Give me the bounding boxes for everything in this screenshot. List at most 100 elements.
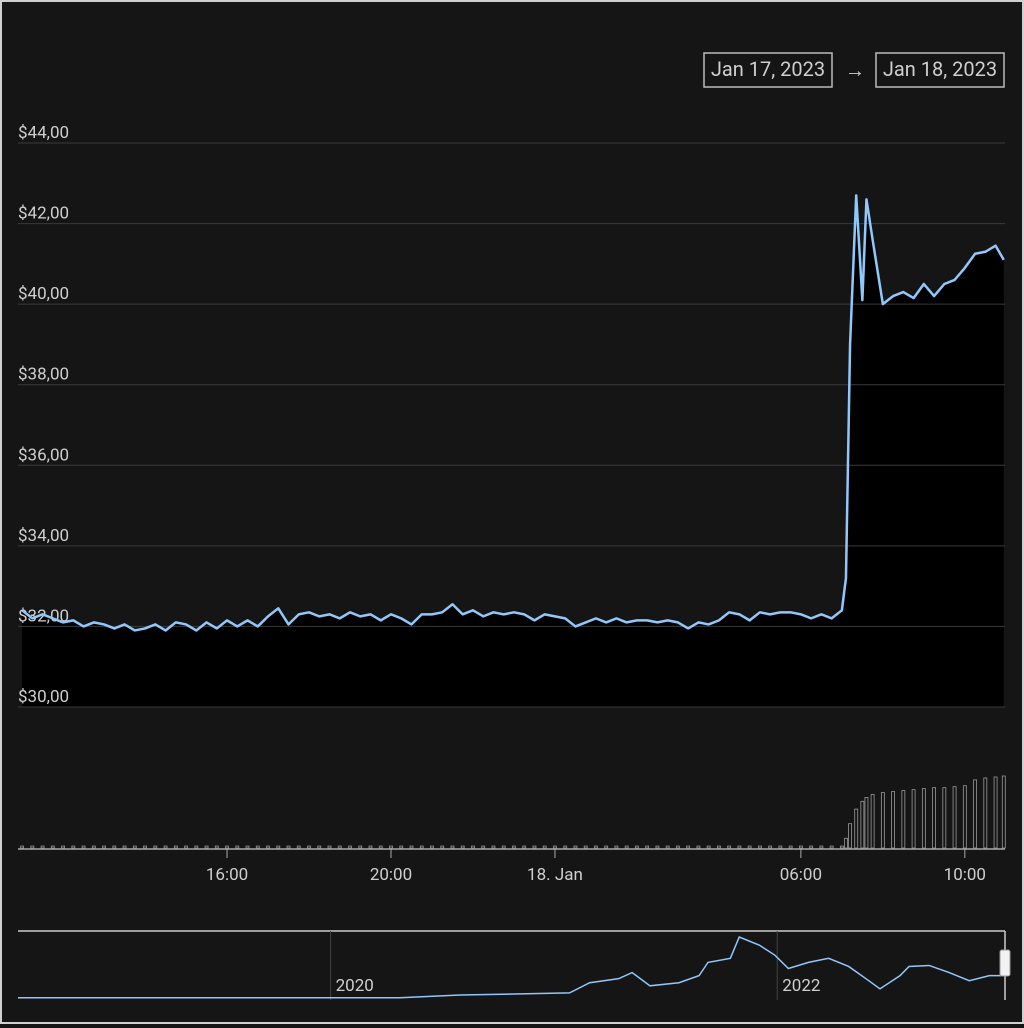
volume-bar [717, 845, 721, 849]
volume-bar [286, 845, 291, 849]
x-tick-label: 06:00 [780, 865, 822, 885]
volume-bar [604, 845, 609, 849]
volume-bar [942, 787, 947, 849]
date-from[interactable]: Jan 17, 2023 [711, 57, 825, 81]
volume-bar [20, 845, 24, 849]
volume-bar [594, 845, 598, 849]
x-tick-label: 18. Jan [527, 865, 583, 885]
volume-bar [532, 845, 537, 849]
volume-bar [30, 845, 35, 849]
volume-bar [102, 845, 106, 849]
volume-bar [501, 845, 506, 849]
volume-bar [255, 845, 260, 849]
navigator-line [18, 936, 1005, 999]
volume-bar [235, 845, 240, 849]
volume-bar [430, 845, 434, 849]
price-area [22, 195, 1004, 707]
volume-bar [848, 823, 852, 849]
volume-bar [706, 845, 711, 849]
volume-bar [880, 792, 885, 849]
volume-bar [747, 845, 752, 849]
volume-bar [614, 845, 619, 849]
volume-bar [245, 845, 250, 849]
volume-bar [409, 845, 414, 849]
volume-bar [727, 845, 732, 849]
y-tick-label: $40,00 [18, 284, 69, 304]
volume-bar [296, 845, 301, 849]
navigator-label: 2022 [782, 976, 820, 996]
volume-bar [655, 845, 660, 849]
volume-bar [788, 845, 793, 849]
volume-bar [91, 845, 96, 849]
volume-bar [40, 845, 45, 849]
volume-bar [891, 791, 896, 849]
volume-bar [676, 845, 680, 849]
date-from-box[interactable] [703, 52, 833, 88]
date-to-box[interactable] [875, 52, 1005, 88]
y-tick-label: $38,00 [18, 365, 69, 385]
volume-bar [983, 777, 988, 849]
volume-bar [921, 788, 926, 849]
volume-bar [399, 845, 404, 849]
volume-bar [307, 845, 311, 849]
x-tick-label: 16:00 [206, 865, 248, 885]
volume-bar [214, 845, 219, 849]
volume-bar [481, 845, 486, 849]
volume-bar [378, 845, 383, 849]
volume-bar [864, 797, 869, 849]
volume-bar [696, 845, 701, 849]
volume-bar [512, 845, 516, 849]
y-tick-label: $36,00 [18, 445, 69, 465]
y-tick-label: $30,00 [18, 687, 69, 707]
x-tick-label: 10:00 [944, 865, 986, 885]
volume-bar [419, 845, 424, 849]
volume-bar [122, 845, 127, 849]
volume-bar [819, 845, 824, 849]
volume-bar [686, 845, 691, 849]
volume-bar [112, 845, 117, 849]
volume-bar [276, 845, 281, 849]
volume-bar [635, 845, 639, 849]
volume-bar [778, 845, 783, 849]
volume-bar [542, 845, 547, 849]
volume-bar [844, 837, 848, 849]
y-tick-label: $34,00 [18, 526, 69, 546]
volume-bar [440, 845, 445, 849]
volume-bar [839, 845, 844, 849]
volume-bar [583, 845, 588, 849]
volume-bar [317, 845, 322, 849]
volume-bar [132, 845, 137, 849]
date-arrow: → [845, 58, 865, 82]
volume-bar [389, 845, 393, 849]
volume-bar [173, 845, 178, 849]
volume-bar [50, 845, 55, 849]
volume-bar [860, 800, 865, 849]
volume-bar [184, 845, 188, 849]
volume-bar [153, 845, 158, 849]
volume-bar [911, 789, 916, 849]
volume-bar [563, 845, 568, 849]
volume-bar [225, 845, 229, 849]
date-to[interactable]: Jan 18, 2023 [883, 57, 997, 81]
y-tick-label: $42,00 [18, 204, 69, 224]
volume-bar [962, 785, 967, 849]
volume-bar [204, 845, 209, 849]
volume-bar [737, 845, 742, 849]
volume-bar [266, 845, 270, 849]
y-tick-label: $32,00 [18, 606, 69, 626]
navigator-handle[interactable] [999, 949, 1011, 977]
volume-bar [522, 845, 527, 849]
volume-bar [952, 786, 957, 849]
volume-bar [798, 845, 803, 849]
volume-bar [665, 845, 670, 849]
volume-bar [973, 779, 977, 849]
volume-bar [163, 845, 168, 849]
volume-bar [471, 845, 475, 849]
volume-bar [757, 845, 762, 849]
volume-bar [368, 845, 373, 849]
volume-bar [450, 845, 455, 849]
volume-bar [932, 787, 936, 849]
volume-bar [327, 845, 332, 849]
price-line [21, 194, 1005, 632]
